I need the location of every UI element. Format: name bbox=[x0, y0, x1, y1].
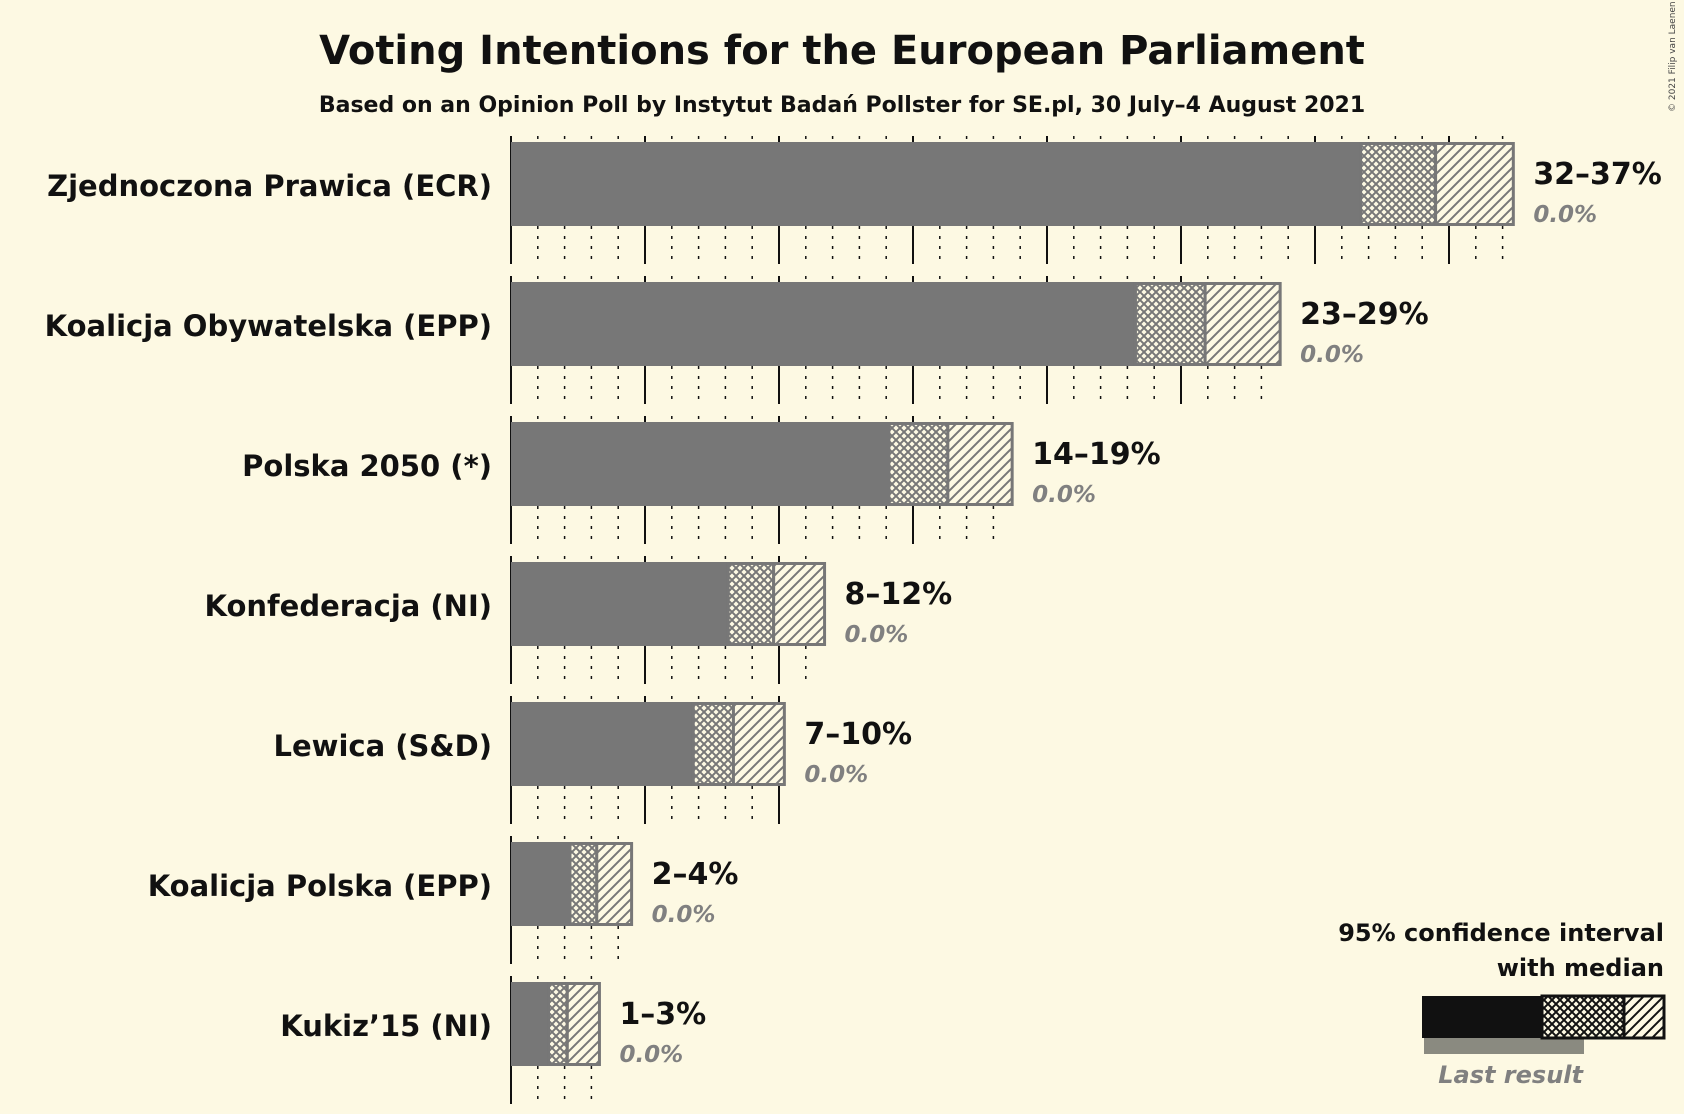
legend-ci80-swatch bbox=[1540, 994, 1626, 1040]
legend-ci-solid-swatch bbox=[1422, 996, 1542, 1038]
last-result-label: 0.0% bbox=[1533, 202, 1597, 228]
bar-solid bbox=[511, 142, 1361, 226]
bar-ci80-hatch bbox=[726, 562, 776, 646]
bar-labels: Zjednoczona Prawica (ECR) 32–37% 0.0% Koali… bbox=[45, 157, 1662, 1068]
copyright-note: © 2021 Filip van Laenen bbox=[1668, 1, 1678, 112]
party-label: Polska 2050 (*) bbox=[242, 449, 492, 483]
bar-ci80-hatch bbox=[568, 842, 599, 926]
range-label: 7–10% bbox=[804, 717, 912, 752]
bar-ci80-hatch bbox=[1133, 282, 1207, 366]
bar-ci80-hatch bbox=[691, 702, 735, 786]
legend-ci95-swatch bbox=[1622, 994, 1666, 1040]
legend: 95% confidence interval with median Last… bbox=[1338, 919, 1666, 1089]
legend-line-1: 95% confidence interval bbox=[1338, 919, 1664, 947]
range-label: 23–29% bbox=[1300, 297, 1429, 332]
bar-ci95-hatch bbox=[1434, 142, 1515, 226]
bar-ci80-hatch bbox=[1359, 142, 1438, 226]
legend-line-2: with median bbox=[1497, 954, 1664, 982]
last-result-label: 0.0% bbox=[1032, 482, 1096, 508]
bar-ci95-hatch bbox=[772, 562, 827, 646]
range-label: 14–19% bbox=[1032, 437, 1161, 472]
last-result-label: 0.0% bbox=[1300, 342, 1364, 368]
range-label: 2–4% bbox=[652, 857, 739, 892]
bar-solid bbox=[511, 982, 549, 1066]
last-result-label: 0.0% bbox=[652, 902, 716, 928]
range-label: 8–12% bbox=[845, 577, 953, 612]
bar-ci80-hatch bbox=[547, 982, 569, 1066]
bar-solid bbox=[511, 422, 889, 506]
bar-ci95-hatch bbox=[1203, 282, 1282, 366]
chart-title: Voting Intentions for the European Parli… bbox=[319, 28, 1365, 74]
last-result-label: 0.0% bbox=[619, 1042, 683, 1068]
bar-ci95-hatch bbox=[731, 702, 786, 786]
bar-solid bbox=[511, 702, 694, 786]
party-label: Zjednoczona Prawica (ECR) bbox=[47, 169, 492, 203]
party-label: Lewica (S&D) bbox=[274, 729, 493, 763]
legend-last-result-label: Last result bbox=[1438, 1061, 1584, 1089]
range-label: 32–37% bbox=[1533, 157, 1662, 192]
party-label: Koalicja Polska (EPP) bbox=[148, 869, 492, 903]
bar-ci95-hatch bbox=[565, 982, 601, 1066]
bar-ci95-hatch bbox=[946, 422, 1014, 506]
bar-solid bbox=[511, 282, 1136, 366]
last-result-label: 0.0% bbox=[845, 622, 909, 648]
range-label: 1–3% bbox=[619, 997, 706, 1032]
bar-solid bbox=[511, 562, 729, 646]
bar-ci80-hatch bbox=[887, 422, 950, 506]
bar-ci95-hatch bbox=[595, 842, 634, 926]
party-label: Kukiz’15 (NI) bbox=[280, 1009, 492, 1043]
bar-solid bbox=[511, 842, 570, 926]
last-result-label: 0.0% bbox=[804, 762, 868, 788]
party-label: Koalicja Obywatelska (EPP) bbox=[45, 309, 492, 343]
bars bbox=[511, 142, 1515, 1066]
chart-subtitle: Based on an Opinion Poll by Instytut Bad… bbox=[319, 93, 1365, 118]
party-label: Konfederacja (NI) bbox=[205, 589, 492, 623]
